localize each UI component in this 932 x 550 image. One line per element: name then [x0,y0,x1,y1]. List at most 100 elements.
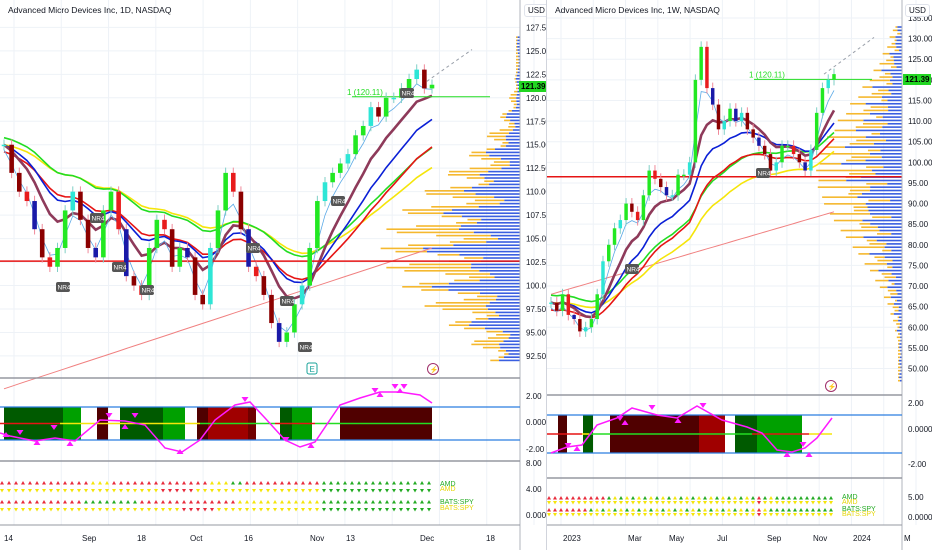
signal-triangle-icon [91,508,95,512]
signal-triangle-icon [315,508,319,512]
signal-triangle-icon [703,501,707,505]
signal-triangle-icon [823,496,827,500]
signal-triangle-icon [553,508,557,512]
volume-profile-bar [470,266,520,269]
signal-triangle-icon [667,501,671,505]
volume-profile-bar [447,174,480,176]
signal-triangle-icon [793,513,797,517]
volume-profile-bar [862,219,902,222]
candle [131,276,137,286]
candle [162,219,167,230]
signal-triangle-icon [231,481,235,485]
volume-profile-bar [856,139,886,142]
volume-profile-bar [448,289,520,291]
volume-profile-bar [463,238,498,240]
volume-profile-bar [892,82,902,85]
volume-profile-bar [897,316,899,319]
nr4-label: NR4 [248,246,261,253]
volume-profile-bar [887,183,902,185]
weekly-chart-pane[interactable]: 135.00130.00125.00120.00115.00110.00105.… [546,0,932,550]
candle [307,247,313,286]
candle [146,247,152,295]
signal-triangle-icon [787,508,791,512]
signal-triangle-icon [91,481,95,485]
signal-triangle-icon [571,513,575,517]
signal-triangle-icon [583,513,587,517]
oscillator-signal-icon [50,425,58,430]
earnings-marker[interactable] [306,362,318,375]
signal-triangle-icon [112,508,116,512]
dividend-marker[interactable] [825,380,837,392]
volume-profile-bar [508,337,520,339]
signal-triangle-icon [28,481,32,485]
volume-profile-bar [866,166,884,168]
candle [566,294,571,315]
signal-triangle-icon [322,508,326,512]
volume-profile-bar [896,299,902,302]
oscillator-signal-icon [105,413,113,418]
oscillator-signal-icon [307,443,315,448]
candle [93,247,99,258]
volume-profile-bar [484,180,494,183]
volume-profile-bar [849,142,874,145]
currency-button[interactable]: USD [905,4,930,17]
nr4-label: NR4 [627,267,640,274]
signal-triangle-icon [182,508,186,512]
sma-line [3,247,433,390]
candle [676,174,680,196]
signal-triangle-icon [217,500,221,504]
signal-triangle-icon [343,500,347,504]
volume-profile-bar [442,308,488,311]
daily-chart-canvas[interactable]: 127.50 125.00 122.50 120.00 117.50 115.00 112.… [0,0,546,550]
signal-triangle-icon [350,489,354,493]
volume-profile-bar [452,196,495,199]
signal-triangle-icon [631,501,635,505]
candle [820,88,825,113]
signal-triangle-icon [49,481,53,485]
volume-profile-bar [471,151,486,154]
signal-triangle-icon [637,513,641,517]
weekly-chart-canvas[interactable]: 135.00130.00125.00120.00115.00110.00105.… [547,0,932,550]
signal-triangle-icon [817,501,821,505]
signal-triangle-icon [322,489,326,493]
volume-profile-bar [875,173,902,175]
signal-triangle-icon [673,496,677,500]
volume-profile-bar [481,158,501,160]
volume-profile-bar [894,303,902,305]
volume-profile-bar [508,126,516,128]
volume-profile-bar [884,72,891,75]
volume-profile-bar [879,76,893,78]
signal-triangle-icon [577,501,581,505]
candle [716,104,721,130]
volume-profile-bar [396,231,474,234]
candle [360,125,366,136]
signal-triangle-icon [679,501,683,505]
volume-profile-bar [864,263,887,265]
volume-profile-bar [881,96,902,98]
fib-level-label: 1 (120.11) [749,70,785,79]
volume-profile-bar [517,68,520,71]
volume-profile-bar [876,116,883,118]
daily-chart-pane[interactable]: 127.50 125.00 122.50 120.00 117.50 115.00 112.… [0,0,549,550]
volume-profile-bar [486,135,506,138]
signal-triangle-icon [224,489,228,493]
signal-triangle-icon [189,481,193,485]
volume-profile-bar [893,59,902,62]
volume-profile-bar [469,324,520,327]
price-axis-label: 60.00 [908,323,929,332]
volume-profile-bar [486,314,499,317]
time-axis-label: Sep [82,534,97,543]
dividend-marker[interactable] [427,363,439,375]
volume-profile-bar [863,119,902,122]
volume-profile-bar [853,209,869,212]
candle [200,294,206,305]
signal-triangle-icon [378,481,382,485]
candle [682,174,686,177]
signal-triangle-icon [252,481,256,485]
volume-profile-bar [441,215,462,218]
candle [208,247,213,305]
signal-triangle-icon [385,500,389,504]
volume-profile-bar [879,62,895,65]
volume-profile-bar [431,286,520,288]
signal-triangle-icon [667,508,671,512]
